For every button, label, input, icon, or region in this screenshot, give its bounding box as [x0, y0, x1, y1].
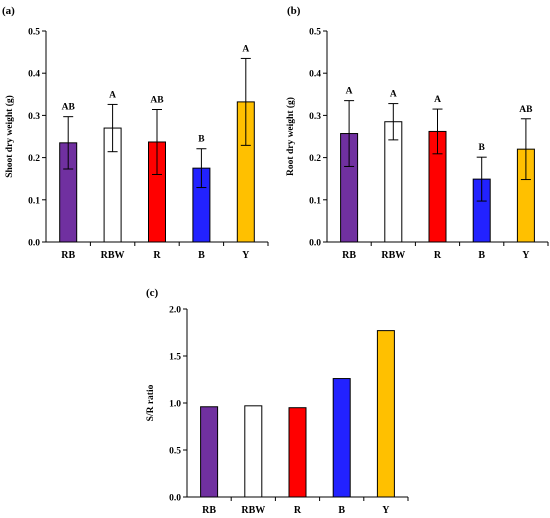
x-tick-label: B	[478, 250, 485, 261]
panel-label: (a)	[2, 5, 15, 17]
bar-R	[288, 407, 307, 498]
panel-1: (a) 0.0 0.1 0.2 0.3 0.4 0.5 Shoot dry weight (g…	[2, 5, 269, 261]
panel-label: (b)	[287, 5, 301, 17]
significance-label: AB	[62, 103, 76, 113]
x-tick-label: RB	[202, 505, 216, 516]
bar-Y	[376, 330, 395, 498]
y-tick-label: 0.1	[28, 196, 40, 206]
significance-label: A	[434, 95, 441, 105]
y-tick-label: 0.3	[309, 112, 321, 122]
y-axis-title: S/R ratio	[146, 384, 156, 421]
panel-2: (b) 0.0 0.1 0.2 0.3 0.4 0.5 Root dry weight (g)…	[285, 5, 549, 261]
x-tick-label: Y	[382, 505, 390, 516]
x-tick-label: RB	[61, 250, 75, 261]
significance-label: A	[242, 44, 249, 54]
y-tick-label: 0.2	[309, 154, 321, 164]
y-axis-title: Shoot dry weight (g)	[4, 95, 15, 178]
bar-B	[332, 378, 351, 498]
x-tick-label: B	[198, 250, 205, 261]
y-tick-label: 0.5	[309, 28, 321, 38]
x-tick-label: R	[434, 250, 442, 261]
y-axis-title: Root dry weight (g)	[285, 97, 296, 176]
y-tick-label: 0.0	[309, 239, 321, 249]
y-tick-label: 0.4	[28, 70, 40, 80]
significance-label: A	[346, 87, 353, 97]
y-tick-label: 0.3	[28, 112, 40, 122]
y-tick-label: 0.0	[169, 494, 181, 504]
y-tick-label: 2.0	[169, 306, 181, 316]
y-tick-label: 0.1	[309, 196, 321, 206]
significance-label: B	[479, 143, 486, 153]
y-tick-label: 0.5	[28, 28, 40, 38]
x-tick-label: Y	[242, 250, 250, 261]
x-tick-label: R	[294, 505, 302, 516]
y-tick-label: 0.2	[28, 154, 40, 164]
x-tick-label: RBW	[381, 250, 405, 261]
x-tick-label: RB	[342, 250, 356, 261]
y-tick-label: 1.0	[169, 400, 181, 410]
y-tick-label: 0.5	[169, 447, 181, 457]
x-tick-label: B	[338, 505, 345, 516]
y-tick-label: 0.0	[28, 239, 40, 249]
significance-label: AB	[519, 105, 533, 115]
significance-label: A	[390, 90, 397, 100]
significance-label: A	[109, 90, 116, 100]
y-tick-label: 1.5	[169, 353, 181, 363]
bar-RB	[200, 406, 219, 498]
significance-label: AB	[150, 95, 164, 105]
x-tick-label: RBW	[101, 250, 125, 261]
panel-label: (c)	[146, 287, 159, 299]
x-tick-label: RBW	[241, 505, 265, 516]
x-tick-label: Y	[522, 250, 530, 261]
bar-RBW	[244, 405, 263, 498]
significance-label: B	[198, 135, 205, 145]
x-tick-label: R	[153, 250, 161, 261]
y-tick-label: 0.4	[309, 70, 321, 80]
